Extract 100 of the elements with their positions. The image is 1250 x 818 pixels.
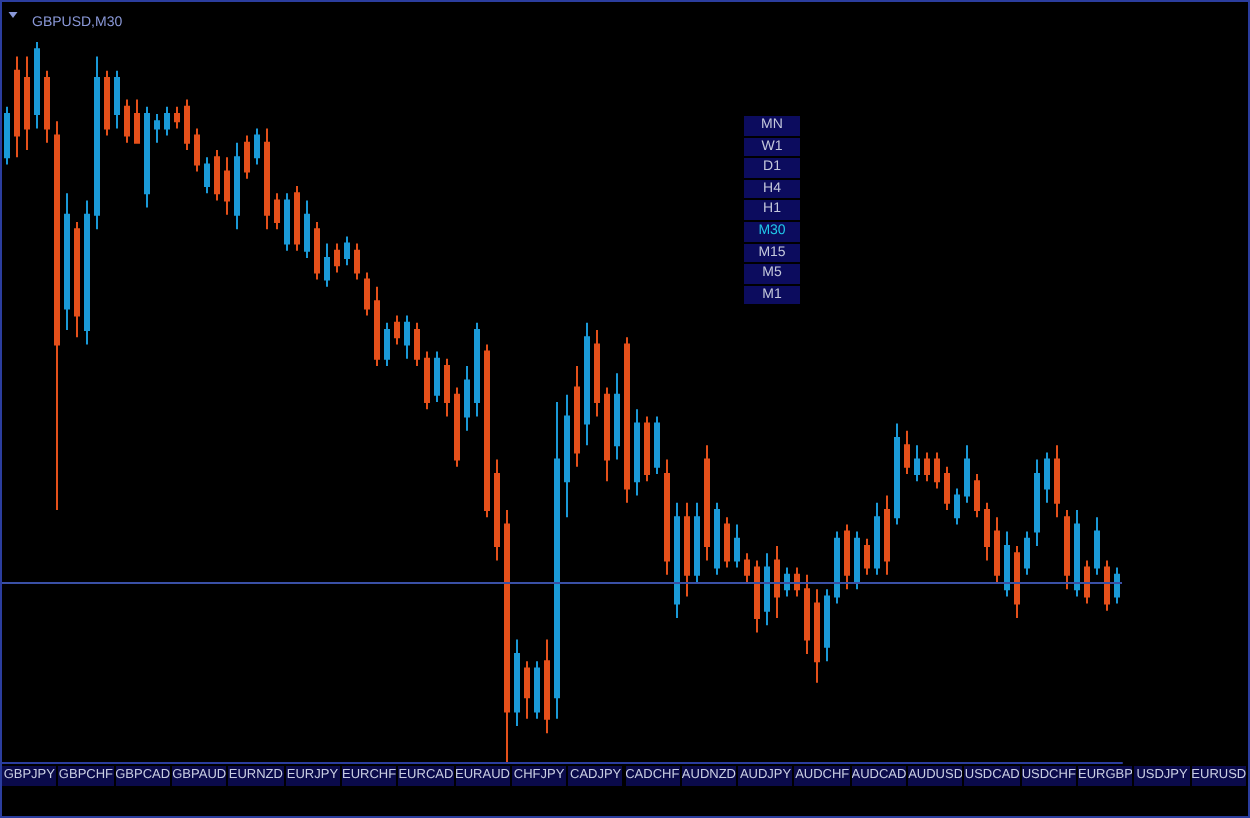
candlestick [234, 141, 240, 231]
candlestick [1064, 509, 1070, 591]
candlestick [414, 321, 420, 367]
candlestick [664, 458, 670, 576]
candlestick [904, 429, 910, 475]
candlestick [134, 98, 140, 144]
candlestick [334, 242, 340, 274]
candlestick [754, 559, 760, 634]
candlestick [464, 365, 470, 432]
candlestick [704, 444, 710, 562]
candlestick [164, 105, 170, 137]
candlestick [474, 321, 480, 418]
candlestick [304, 199, 310, 259]
candlestick [1004, 530, 1010, 598]
candlestick [1104, 559, 1110, 612]
candlestick [934, 451, 940, 490]
candlestick [804, 573, 810, 655]
candlestick [594, 329, 600, 418]
candlestick [774, 545, 780, 619]
candlestick [504, 509, 510, 763]
candlestick [544, 638, 550, 735]
candlestick [824, 588, 830, 663]
candlestick [534, 660, 540, 720]
candlestick [554, 401, 560, 720]
candlestick [714, 501, 720, 576]
candlestick [954, 487, 960, 526]
candlestick [74, 221, 80, 339]
candlestick [54, 120, 60, 511]
candlestick [894, 422, 900, 526]
candlestick [844, 523, 850, 591]
candlestick [364, 271, 370, 317]
candlestick [614, 372, 620, 461]
candlestick [684, 501, 690, 598]
candlestick [44, 69, 50, 144]
candlestick [574, 365, 580, 468]
candlestick [244, 134, 250, 180]
candlestick [514, 638, 520, 727]
candlestick [444, 357, 450, 418]
candlestick [624, 336, 630, 504]
candlestick [224, 156, 230, 216]
candlestick [874, 501, 880, 576]
candlestick [884, 494, 890, 576]
candlestick [744, 552, 750, 583]
candlestick [374, 285, 380, 367]
candlestick [124, 98, 130, 144]
candlestick [854, 530, 860, 591]
candlestick [144, 105, 150, 209]
candlestick [1024, 530, 1030, 576]
candlestick [434, 350, 440, 403]
candlestick [4, 105, 10, 166]
candlestick [174, 105, 180, 130]
candlestick [914, 444, 920, 483]
candlestick [284, 192, 290, 252]
candlestick [764, 552, 770, 627]
candlestick [524, 660, 530, 720]
candlestick [634, 408, 640, 497]
candlestick [394, 314, 400, 346]
candlestick [1114, 566, 1120, 605]
candlestick [734, 523, 740, 569]
candlestick [384, 321, 390, 367]
candlestick [984, 501, 990, 562]
candlestick [964, 444, 970, 504]
candlestick [1014, 545, 1020, 619]
candlestick [834, 530, 840, 605]
candlestick [154, 113, 160, 144]
candlestick [1034, 458, 1040, 547]
candlestick [944, 465, 950, 511]
candlestick [184, 98, 190, 151]
candlestick [454, 386, 460, 468]
candlestick [354, 242, 360, 281]
candlestick [274, 192, 280, 231]
candlestick [814, 588, 820, 684]
candlestick [204, 156, 210, 195]
candlestick [584, 321, 590, 447]
candlestick [1054, 444, 1060, 519]
candlestick [924, 451, 930, 483]
candlestick [14, 55, 20, 159]
candlestick [694, 501, 700, 583]
candlestick [644, 415, 650, 483]
candlestick [564, 393, 570, 519]
candlestick [294, 185, 300, 252]
candlestick [64, 192, 70, 331]
candlestick [654, 415, 660, 475]
candlestick [114, 69, 120, 130]
candlestick [324, 242, 330, 288]
candlestick [604, 386, 610, 483]
candlestick [1044, 451, 1050, 504]
candlestick [674, 501, 680, 619]
candlestick [344, 235, 350, 267]
candlestick [994, 516, 1000, 583]
candlestick [1094, 516, 1100, 576]
candlestick [1074, 509, 1080, 598]
candlestick [1084, 559, 1090, 605]
candlestick [84, 199, 90, 346]
candlestick [424, 350, 430, 411]
candlestick [724, 516, 730, 569]
candlestick [254, 127, 260, 166]
candlestick [194, 127, 200, 173]
candlestick [864, 537, 870, 576]
candlestick [104, 69, 110, 137]
